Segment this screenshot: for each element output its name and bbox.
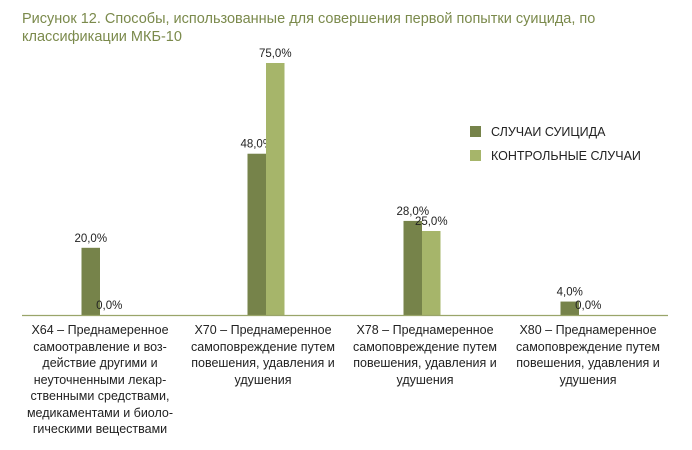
bar-suicide-2 — [403, 220, 422, 315]
data-label: 28,0% — [396, 206, 429, 218]
data-label: 0,0% — [96, 300, 122, 312]
legend-label: КОНТРОЛЬНЫЕ СЛУЧАИ — [491, 149, 641, 163]
data-label: 0,0% — [575, 300, 601, 312]
bar-suicide-1 — [247, 153, 266, 315]
legend-label: СЛУЧАИ СУИЦИДА — [491, 125, 606, 139]
data-label: 48,0% — [240, 139, 273, 151]
legend-swatch — [470, 126, 481, 137]
data-label: 20,0% — [74, 233, 107, 245]
data-label: 25,0% — [415, 216, 448, 228]
chart-title: Рисунок 12. Способы, использованные для … — [22, 11, 596, 45]
bar-control-2 — [422, 231, 441, 315]
category-label: X70 – Преднамеренное самоповреждение пут… — [191, 323, 335, 387]
category-label: X64 – Преднамеренное самоотравление и во… — [26, 323, 174, 436]
bar-control-1 — [266, 63, 285, 315]
category-label: X78 – Преднамеренное самоповреждение пут… — [353, 323, 497, 387]
data-label: 75,0% — [259, 48, 292, 60]
data-label: 4,0% — [557, 287, 583, 299]
category-label: X80 – Преднамеренное самоповреждение пут… — [516, 323, 660, 387]
bar-suicide-3 — [560, 301, 579, 315]
bar-suicide-0 — [81, 247, 100, 315]
legend-swatch — [470, 150, 481, 161]
